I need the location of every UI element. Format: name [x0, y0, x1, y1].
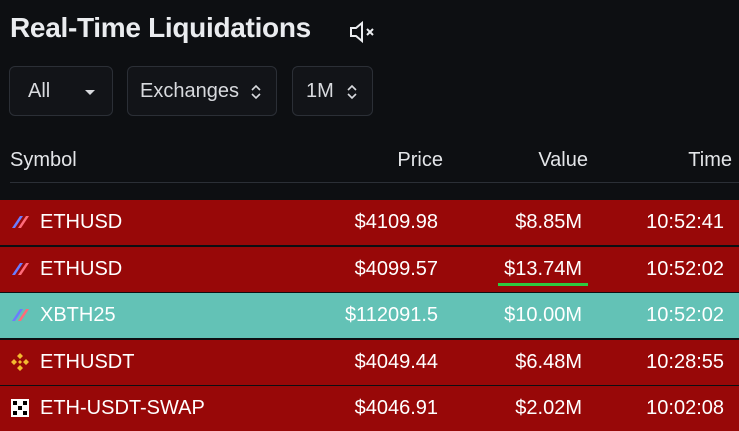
symbol: ETHUSD	[40, 258, 123, 280]
symbol: ETH-USDT-SWAP	[40, 397, 205, 419]
column-header: Time	[688, 149, 732, 171]
symbol: ETHUSDT	[40, 351, 135, 373]
liquidation-row: ETHUSD $4099.57 $13.74M 10:52:02	[0, 247, 739, 292]
symbol: XBTH25	[40, 304, 116, 326]
exchange-icon	[12, 263, 29, 275]
value: $2.02M	[515, 397, 582, 419]
exchange-icon	[11, 399, 29, 417]
value: $6.48M	[515, 351, 582, 373]
page-title: Real-Time Liquidations	[10, 12, 311, 43]
exchange-icon	[11, 353, 29, 371]
column-header: Price	[397, 149, 443, 171]
period-select[interactable]: 1M	[292, 66, 373, 116]
price: $4099.57	[354, 258, 438, 280]
time: 10:52:41	[646, 211, 724, 233]
value: $13.74M	[498, 258, 588, 286]
price: $112091.5	[344, 304, 438, 326]
price: $4109.98	[354, 211, 438, 233]
exchange-select[interactable]: Exchanges	[127, 66, 277, 116]
caret	[85, 90, 95, 95]
time: 10:02:08	[646, 397, 724, 419]
liquidation-row: ETHUSDT $4049.44 $6.48M 10:28:55	[0, 340, 739, 385]
value: $8.85M	[515, 211, 582, 233]
time: 10:28:55	[646, 351, 724, 373]
price: $4046.91	[354, 397, 438, 419]
value: $10.00M	[504, 304, 582, 326]
column-header: Value	[538, 149, 588, 171]
liquidation-row: ETH-USDT-SWAP $4046.91 $2.02M 10:02:08	[0, 386, 739, 431]
divider	[10, 182, 739, 183]
price: $4049.44	[354, 351, 438, 373]
filter-label: Exchanges	[140, 79, 239, 102]
updown	[347, 84, 357, 100]
updown	[251, 84, 261, 100]
exchange-icon	[12, 216, 29, 228]
filter-dropdown[interactable]: All	[9, 66, 113, 116]
liquidation-row: ETHUSD $4109.98 $8.85M 10:52:41	[0, 200, 739, 245]
symbol: ETHUSD	[40, 211, 123, 233]
time: 10:52:02	[646, 258, 724, 280]
liquidation-row: XBTH25 $112091.5 $10.00M 10:52:02	[0, 293, 739, 338]
filter-label: All	[28, 79, 51, 102]
exchange-icon	[12, 309, 29, 321]
time: 10:52:02	[646, 304, 724, 326]
column-header: Symbol	[10, 149, 77, 171]
mute-button[interactable]	[348, 20, 376, 44]
filter-label: 1M	[306, 79, 334, 102]
